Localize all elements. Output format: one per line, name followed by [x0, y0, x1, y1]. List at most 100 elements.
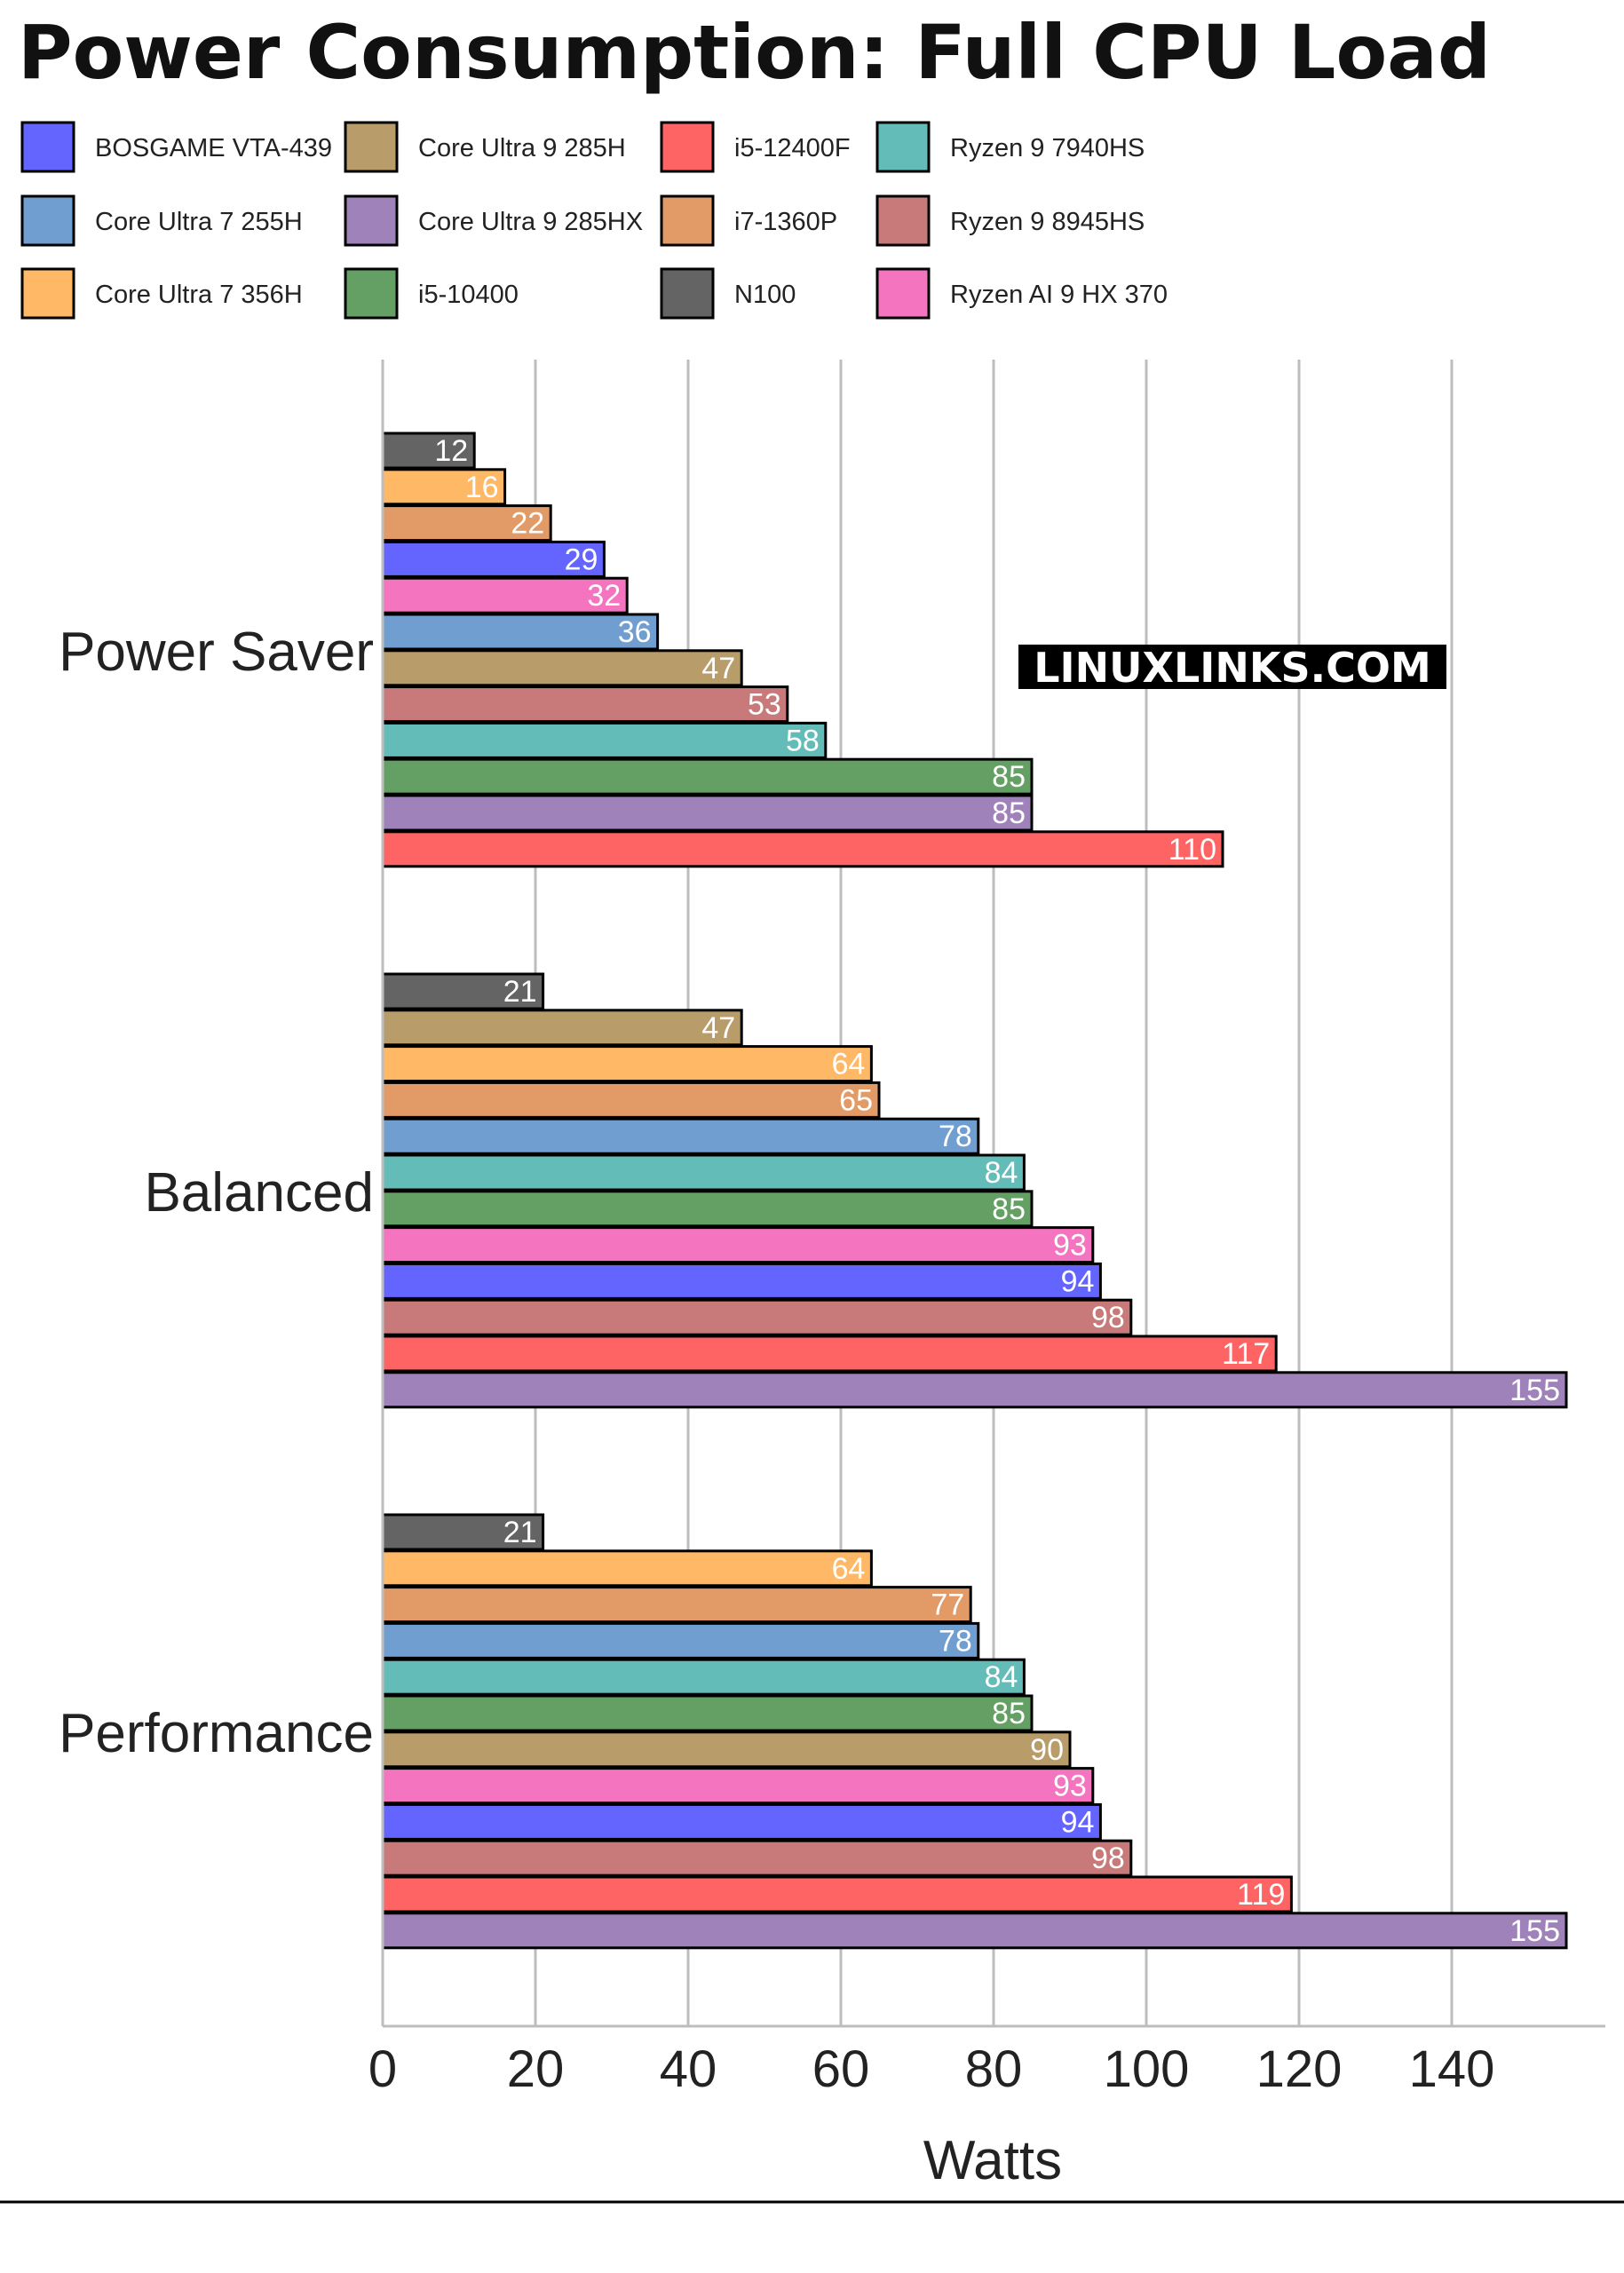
group-label: Balanced [144, 1162, 374, 1224]
bar-value-label: 155 [1509, 1914, 1560, 1948]
bar-value-label: 21 [503, 1516, 537, 1549]
bar-value-label: 117 [1222, 1337, 1270, 1371]
legend-label: N100 [734, 281, 796, 309]
legend-label: Ryzen AI 9 HX 370 [950, 281, 1168, 309]
bar [381, 576, 629, 614]
bar-value-label: 32 [587, 579, 621, 613]
legend-label: Core Ultra 7 356H [95, 281, 303, 309]
watermark-text: LINUXLINKS.COM [1034, 644, 1431, 692]
bar-value-label: 93 [1053, 1770, 1087, 1803]
bar [381, 1081, 881, 1119]
bar-value-label: 155 [1509, 1374, 1560, 1407]
legend-swatch [875, 267, 931, 320]
bar [381, 1045, 873, 1083]
legend-label: i5-12400F [734, 134, 851, 162]
bar-value-label: 12 [434, 434, 468, 468]
x-tick-label: 100 [1104, 2040, 1190, 2098]
bar [381, 757, 1034, 796]
group-labels: Power Saver Balanced Performance [59, 622, 374, 1764]
legend-swatch [660, 194, 715, 247]
bar-value-label: 98 [1091, 1841, 1125, 1875]
x-axis-title: Watts [923, 2130, 1062, 2191]
bar [381, 1117, 980, 1155]
bar-value-label: 94 [1061, 1264, 1095, 1298]
bars: 1216222932364753588585110214764657884859… [381, 432, 1568, 1950]
legend-swatch [344, 194, 399, 247]
bar-value-label: 47 [701, 652, 735, 685]
legend-label: Core Ultra 9 285HX [418, 208, 643, 236]
bar-value-label: 29 [565, 543, 598, 576]
bar-value-label: 93 [1053, 1229, 1087, 1263]
bar [381, 649, 743, 687]
x-tick-label: 60 [812, 2040, 870, 2098]
bar-value-label: 98 [1091, 1301, 1125, 1334]
bar-value-label: 21 [503, 975, 537, 1009]
legend-swatch [20, 267, 75, 320]
bar-value-label: 84 [985, 1660, 1018, 1694]
x-tick-label: 80 [965, 2040, 1023, 2098]
legend-label: Ryzen 9 7940HS [950, 134, 1145, 162]
bar-value-label: 65 [839, 1083, 873, 1117]
bar-value-label: 78 [939, 1624, 972, 1658]
legend-swatch [660, 267, 715, 320]
legend-swatch [20, 121, 75, 173]
bar-value-label: 119 [1237, 1878, 1285, 1912]
bar [381, 1912, 1568, 1950]
bar [381, 1298, 1133, 1336]
x-tick-label: 20 [507, 2040, 565, 2098]
bar-value-label: 36 [618, 615, 652, 649]
bar [381, 1694, 1034, 1732]
bar-value-label: 84 [985, 1156, 1018, 1190]
x-tick-label: 140 [1409, 2040, 1495, 2098]
watermark: LINUXLINKS.COM [1018, 644, 1446, 692]
bar-value-label: 53 [748, 688, 781, 722]
bar [381, 1875, 1293, 1913]
x-tick-label: 0 [368, 2040, 397, 2098]
chart-title: Power Consumption: Full CPU Load [18, 9, 1491, 96]
bar [381, 1802, 1102, 1841]
bar [381, 1586, 972, 1624]
bar [381, 1730, 1072, 1769]
bar-value-label: 110 [1168, 833, 1216, 867]
x-axis: 0 20 40 60 80 100 120 140 [368, 360, 1605, 2098]
bar-value-label: 16 [465, 471, 499, 504]
bar [381, 1621, 980, 1659]
bar [381, 613, 660, 651]
bar [381, 540, 606, 578]
bar-value-label: 22 [511, 507, 544, 541]
legend-label: BOSGAME VTA-439 [95, 134, 332, 162]
legend: BOSGAME VTA-439 Core Ultra 9 285H i5-12400… [20, 121, 1168, 320]
bar [381, 1009, 743, 1047]
bar [381, 1658, 1026, 1696]
bar [381, 1334, 1278, 1373]
bar-value-label: 64 [832, 1048, 866, 1081]
legend-swatch [660, 121, 715, 173]
legend-label: i5-10400 [418, 281, 519, 309]
legend-swatch [20, 194, 75, 247]
bar [381, 1226, 1095, 1264]
bar [381, 1153, 1026, 1192]
bar-value-label: 90 [1030, 1733, 1064, 1767]
group-label: Performance [59, 1703, 374, 1764]
watermark-box [1018, 645, 1446, 689]
legend-swatch [875, 194, 931, 247]
bar [381, 1549, 873, 1588]
x-tick-label: 40 [660, 2040, 717, 2098]
bar [381, 1190, 1034, 1228]
bar-value-label: 47 [701, 1011, 735, 1045]
bar-value-label: 77 [931, 1588, 964, 1622]
bar [381, 830, 1224, 868]
x-tick-label: 120 [1256, 2040, 1343, 2098]
bar [381, 1371, 1568, 1409]
bar-value-label: 85 [992, 1697, 1026, 1730]
legend-swatch [344, 121, 399, 173]
legend-label: Ryzen 9 8945HS [950, 208, 1145, 236]
bar [381, 685, 789, 724]
legend-label: Core Ultra 7 255H [95, 208, 303, 236]
bar-value-label: 85 [992, 760, 1026, 794]
legend-swatch [344, 267, 399, 320]
legend-swatch [875, 121, 931, 173]
bar [381, 721, 828, 759]
bar [381, 794, 1034, 832]
bar-value-label: 78 [939, 1120, 972, 1153]
